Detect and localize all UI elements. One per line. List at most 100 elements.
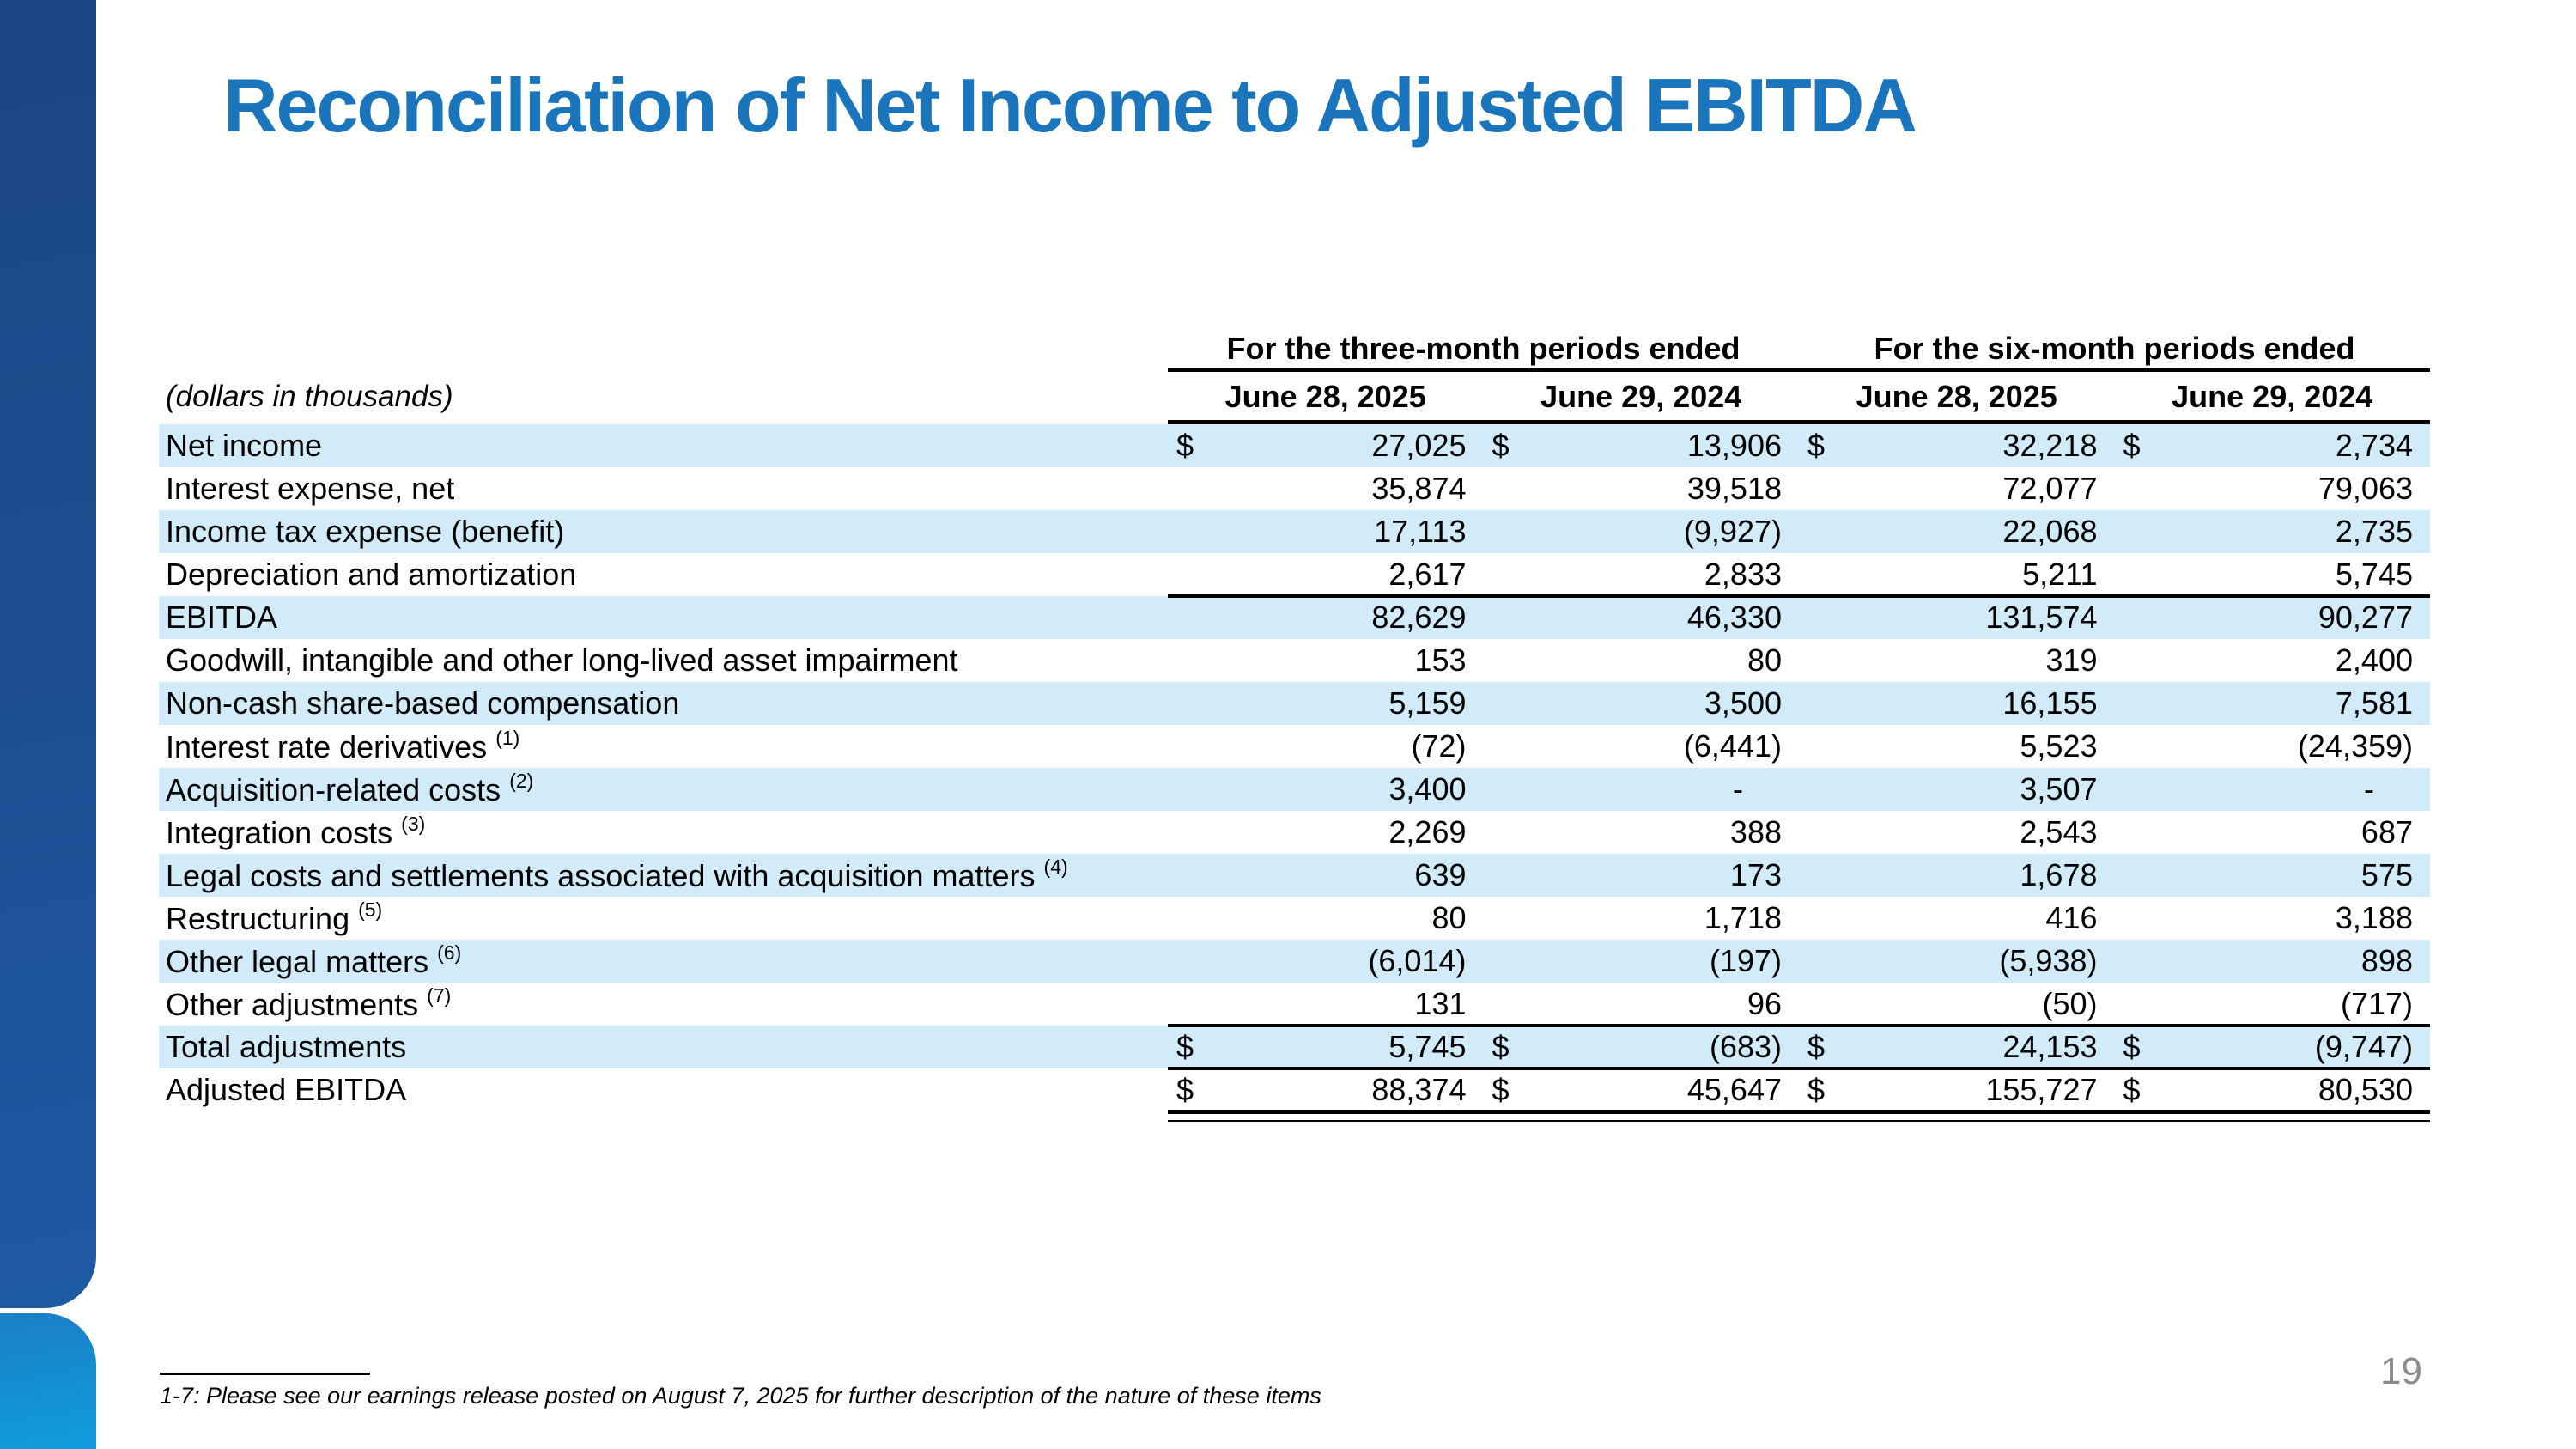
cell-value: 27,025 [1371, 428, 1467, 463]
cell-value: (197) [1709, 943, 1782, 978]
row-label: Total adjustments [166, 1029, 407, 1064]
dollar-sign: $ [1492, 428, 1510, 463]
cell-value: 3,400 [1388, 771, 1467, 807]
value-cell-group: 46,330 [1484, 596, 1800, 639]
row-label: Adjusted EBITDA [166, 1072, 407, 1107]
dollar-sign: $ [1176, 428, 1194, 463]
table-row: Total adjustments $5,745 $ (683) $24,153 $ (9,… [159, 1024, 2431, 1070]
value-cell-group: (5,938) [1799, 940, 2115, 983]
cell-value: 2,735 [2335, 514, 2413, 549]
value-cell-group: $155,727 [1799, 1068, 2115, 1111]
dollar-sign: $ [1492, 1072, 1510, 1107]
cell-value: (6,014) [1368, 943, 1467, 978]
value-cell-group: 131,574 [1799, 596, 2115, 639]
value-cell-group: 80 [1168, 897, 1484, 940]
footnote-marker: (6) [437, 941, 462, 964]
value-cell-group: 153 [1168, 639, 1484, 682]
value-cell-group: 898 [2115, 940, 2431, 983]
cell-value: 319 [2045, 642, 2098, 678]
cell-value: (717) [2340, 986, 2413, 1021]
dollar-sign: $ [1176, 1072, 1194, 1107]
column-header-row: June 28, 2025 June 29, 2024 June 28, 202… [1168, 372, 2430, 424]
value-cell-group: 72,077 [1799, 467, 2115, 510]
value-cell-group: $2,734 [2115, 424, 2431, 467]
dollar-sign: $ [2123, 1072, 2141, 1107]
cell-value: 79,063 [2318, 471, 2413, 506]
cell-value: (72) [1411, 728, 1467, 764]
table-rule [1168, 1110, 2430, 1114]
value-cell-group: 2,735 [2115, 510, 2431, 553]
row-label: Restructuring (5) [166, 898, 383, 936]
table-header: (dollars in thousands) For the three-mon… [159, 331, 2430, 424]
table-row: Legal costs and settlements associated w… [159, 854, 2430, 897]
dollar-sign: $ [2123, 428, 2141, 463]
cell-value: 1,678 [2020, 857, 2098, 892]
cell-value: 80 [1431, 900, 1467, 935]
row-label: Acquisition-related costs (2) [166, 769, 534, 807]
footnote-marker: (5) [358, 898, 383, 921]
value-cell-group: 2,617 [1168, 553, 1484, 596]
row-label: EBITDA [166, 600, 278, 635]
value-cell-group: 639 [1168, 854, 1484, 897]
value-cell-group: $ (9,747) [2115, 1026, 2431, 1068]
cell-value: 131,574 [1985, 600, 2098, 635]
value-cell-group: $80,530 [2115, 1068, 2431, 1111]
cell-value: 575 [2360, 857, 2413, 892]
row-label: Interest expense, net [166, 471, 455, 506]
value-cell-group: $24,153 [1799, 1026, 2115, 1068]
row-label: Legal costs and settlements associated w… [166, 855, 1068, 893]
table-row: Goodwill, intangible and other long-live… [159, 639, 2430, 682]
footnote-marker: (7) [427, 983, 452, 1007]
footnote-block: 1-7: Please see our earnings release pos… [160, 1373, 1321, 1409]
sidebar-accent-light [0, 1313, 96, 1449]
table-rule [1168, 1120, 2430, 1122]
cell-value: 46,330 [1686, 600, 1782, 635]
cell-value: 898 [2360, 943, 2413, 978]
value-cell-group: 416 [1799, 897, 2115, 940]
footnote-marker: (4) [1043, 855, 1068, 878]
cell-value: 88,374 [1371, 1072, 1467, 1107]
table-row: Net income $27,025 $13,906 $32,218 $2,734 [159, 424, 2430, 467]
value-cell-group: $27,025 [1168, 424, 1484, 467]
value-cell-group: 3,500 [1484, 682, 1800, 725]
value-cell-group: 7,581 [2115, 682, 2431, 725]
value-cell-group: 1,678 [1799, 854, 2115, 897]
value-cell-group: 1,718 [1484, 897, 1800, 940]
value-cell-group: 3,188 [2115, 897, 2431, 940]
cell-value: - [2364, 771, 2374, 807]
value-cell-group: 3,507 [1799, 768, 2115, 811]
row-label: Interest rate derivatives (1) [166, 726, 520, 764]
table-row: Non-cash share-based compensation 5,159 3,… [159, 682, 2430, 725]
row-label: Non-cash share-based compensation [166, 685, 680, 721]
value-cell-group: 90,277 [2115, 596, 2431, 639]
value-cell-group: 2,400 [2115, 639, 2431, 682]
row-label: Income tax expense (benefit) [166, 514, 565, 549]
value-cell-group: (9,927) [1484, 510, 1800, 553]
value-cell-group: 319 [1799, 639, 2115, 682]
cell-value: (9,747) [2314, 1029, 2413, 1064]
value-cell-group: - [1484, 768, 1800, 811]
group-header-six-month: For the six-month periods ended [1874, 331, 2355, 366]
value-cell-group: 388 [1484, 811, 1800, 854]
table-row: Integration costs (3) 2,269 388 2,543 687 [159, 811, 2430, 854]
value-cell-group: 96 [1484, 983, 1800, 1026]
cell-value: 2,543 [2020, 814, 2098, 849]
cell-value: 131 [1414, 986, 1467, 1021]
value-cell-group: 2,833 [1484, 553, 1800, 596]
column-header-q2-2024: June 29, 2024 [1540, 379, 1742, 414]
value-cell-group: $45,647 [1484, 1068, 1800, 1111]
cell-value: 639 [1414, 857, 1467, 892]
row-label: Other adjustments (7) [166, 983, 452, 1022]
column-header-h1-2024: June 29, 2024 [2172, 379, 2373, 414]
table-row: Other legal matters (6) (6,014) (197) (5,93… [159, 940, 2430, 983]
cell-value: - [1733, 771, 1743, 807]
value-cell-group: 17,113 [1168, 510, 1484, 553]
dollar-sign: $ [1807, 1072, 1826, 1107]
value-cell-group: (72) [1168, 725, 1484, 768]
value-cell-group: 5,159 [1168, 682, 1484, 725]
footnote-marker: (1) [495, 726, 520, 749]
reconciliation-table: (dollars in thousands) For the three-mon… [159, 331, 2431, 1122]
value-cell-group: 173 [1484, 854, 1800, 897]
cell-value: 17,113 [1374, 514, 1467, 549]
